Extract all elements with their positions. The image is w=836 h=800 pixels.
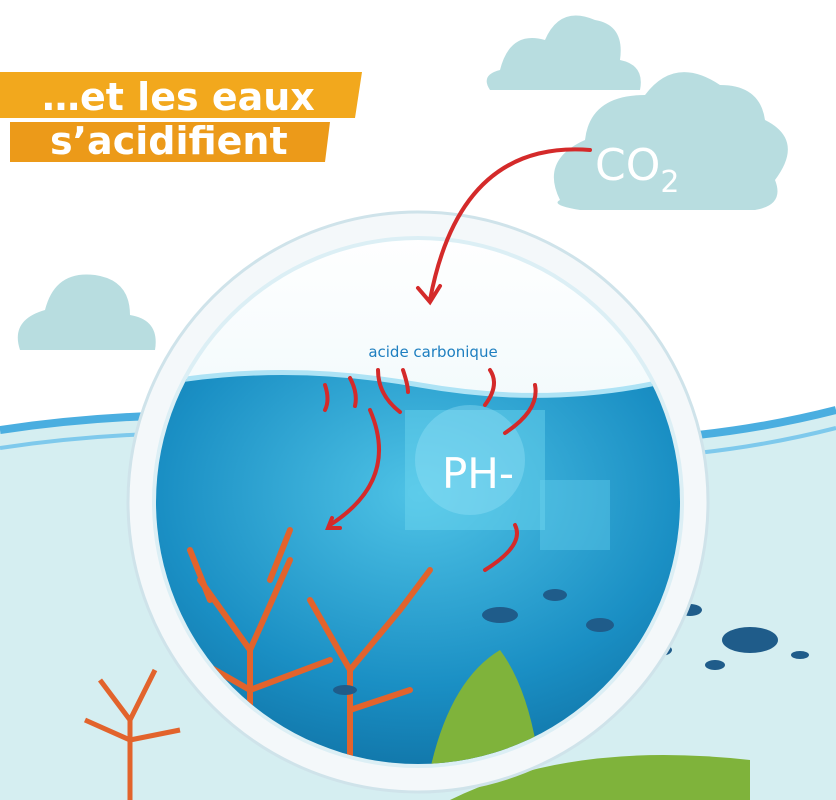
lens-content (156, 240, 680, 764)
banner-line: …et les eaux (42, 75, 315, 119)
co2-main: CO (595, 140, 660, 191)
ground (450, 755, 750, 800)
clouds (17, 15, 788, 350)
co2-sub: 2 (660, 165, 679, 200)
arrows (323, 147, 592, 572)
banner-line: s’acidifient (50, 119, 288, 163)
co2-label: CO2 (595, 140, 679, 200)
banner-bg (10, 122, 330, 162)
acid-label: acide carbonique (368, 343, 497, 361)
outside-coral (83, 668, 181, 800)
ph-label: PH- (442, 449, 514, 498)
banner-bg (0, 72, 362, 118)
